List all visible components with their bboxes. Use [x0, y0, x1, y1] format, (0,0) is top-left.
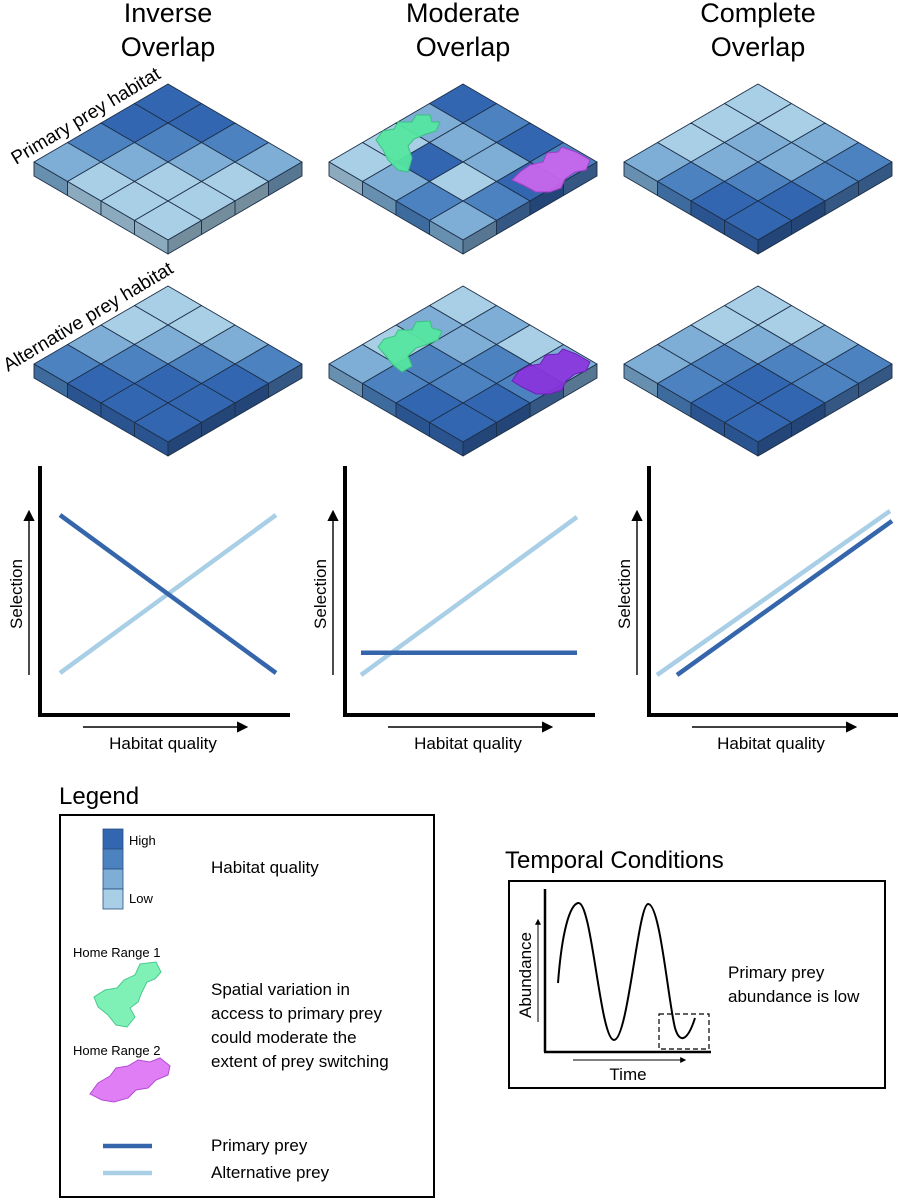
temporal-note-line1: Primary prey — [728, 963, 825, 982]
quality-swatch-low — [102, 888, 124, 910]
y-axis-label: Selection — [311, 559, 330, 629]
habitat-side-face — [462, 220, 497, 255]
temporal-y-label: Abundance — [516, 932, 535, 1018]
home-range-1-primary-grid — [375, 114, 441, 173]
legend-alternative-prey-label: Alternative prey — [211, 1163, 330, 1182]
quality-swatch-medium-high — [102, 848, 124, 870]
temporal-note-line2: abundance is low — [728, 987, 860, 1006]
quality-high-label: High — [129, 833, 156, 848]
home-range-1-alternative-grid — [377, 320, 443, 373]
x-axis-label: Habitat quality — [717, 734, 825, 753]
habitat-side-face — [462, 422, 497, 457]
column-title-inverse-line2: Overlap — [121, 32, 216, 62]
home-range-1-swatch — [93, 961, 162, 1028]
temporal-conditions-title: Temporal Conditions — [505, 847, 724, 874]
alternative-prey-line — [655, 509, 892, 677]
low-abundance-highlight-box — [658, 1013, 710, 1050]
quality-low-label: Low — [129, 891, 153, 906]
legend-habitat-quality-label: Habitat quality — [211, 858, 319, 877]
legend-primary-prey-label: Primary prey — [211, 1136, 308, 1155]
habitat-side-face — [757, 220, 792, 255]
graph-panel-complete: Habitat quality Selection — [615, 466, 898, 753]
graph-panel-inverse: Habitat quality Selection — [7, 466, 290, 753]
x-axis-label: Habitat quality — [414, 734, 522, 753]
spatial-variation-line3: could moderate the — [211, 1028, 357, 1047]
column-title-moderate-line1: Moderate — [406, 0, 520, 28]
primary-prey-line — [58, 513, 278, 675]
home-range-2-primary-grid — [511, 146, 591, 193]
primary-habitat-grid-complete — [623, 83, 893, 255]
quality-swatch-high — [102, 828, 124, 850]
column-title-complete-line2: Overlap — [711, 32, 806, 62]
primary-prey-line — [675, 519, 894, 677]
column-title-complete-line1: Complete — [700, 0, 816, 28]
habitat-side-face — [167, 422, 202, 457]
alternative-habitat-grid-complete — [623, 285, 893, 457]
habitat-side-face — [757, 422, 792, 457]
alternative-habitat-grid-inverse — [33, 285, 303, 457]
y-axis-label: Selection — [615, 559, 634, 629]
temporal-x-label: Time — [609, 1065, 646, 1084]
legend-title: Legend — [59, 783, 139, 810]
column-title-inverse-line1: Inverse — [124, 0, 213, 28]
alternative-prey-line — [359, 515, 579, 677]
graph-panel-moderate: Habitat quality Selection — [311, 466, 595, 753]
habitat-side-face — [167, 220, 202, 255]
home-range-2-alternative-grid — [511, 348, 591, 395]
home-range-2-swatch — [89, 1057, 171, 1103]
spatial-variation-line1: Spatial variation in — [211, 980, 350, 999]
abundance-curve — [557, 901, 696, 1042]
y-axis-label: Selection — [7, 559, 26, 629]
column-title-moderate-line2: Overlap — [416, 32, 511, 62]
spatial-variation-line2: access to primary prey — [211, 1004, 382, 1023]
spatial-variation-line4: extent of prey switching — [211, 1052, 389, 1071]
x-axis-label: Habitat quality — [109, 734, 217, 753]
quality-swatch-medium-low — [102, 868, 124, 890]
habitat-quality-scale — [102, 828, 124, 910]
legend-box — [59, 814, 435, 1198]
primary-habitat-grid-inverse — [33, 83, 303, 255]
home-range-1-label: Home Range 1 — [73, 945, 160, 960]
temporal-conditions-box — [508, 880, 886, 1089]
home-range-2-label: Home Range 2 — [73, 1043, 160, 1058]
